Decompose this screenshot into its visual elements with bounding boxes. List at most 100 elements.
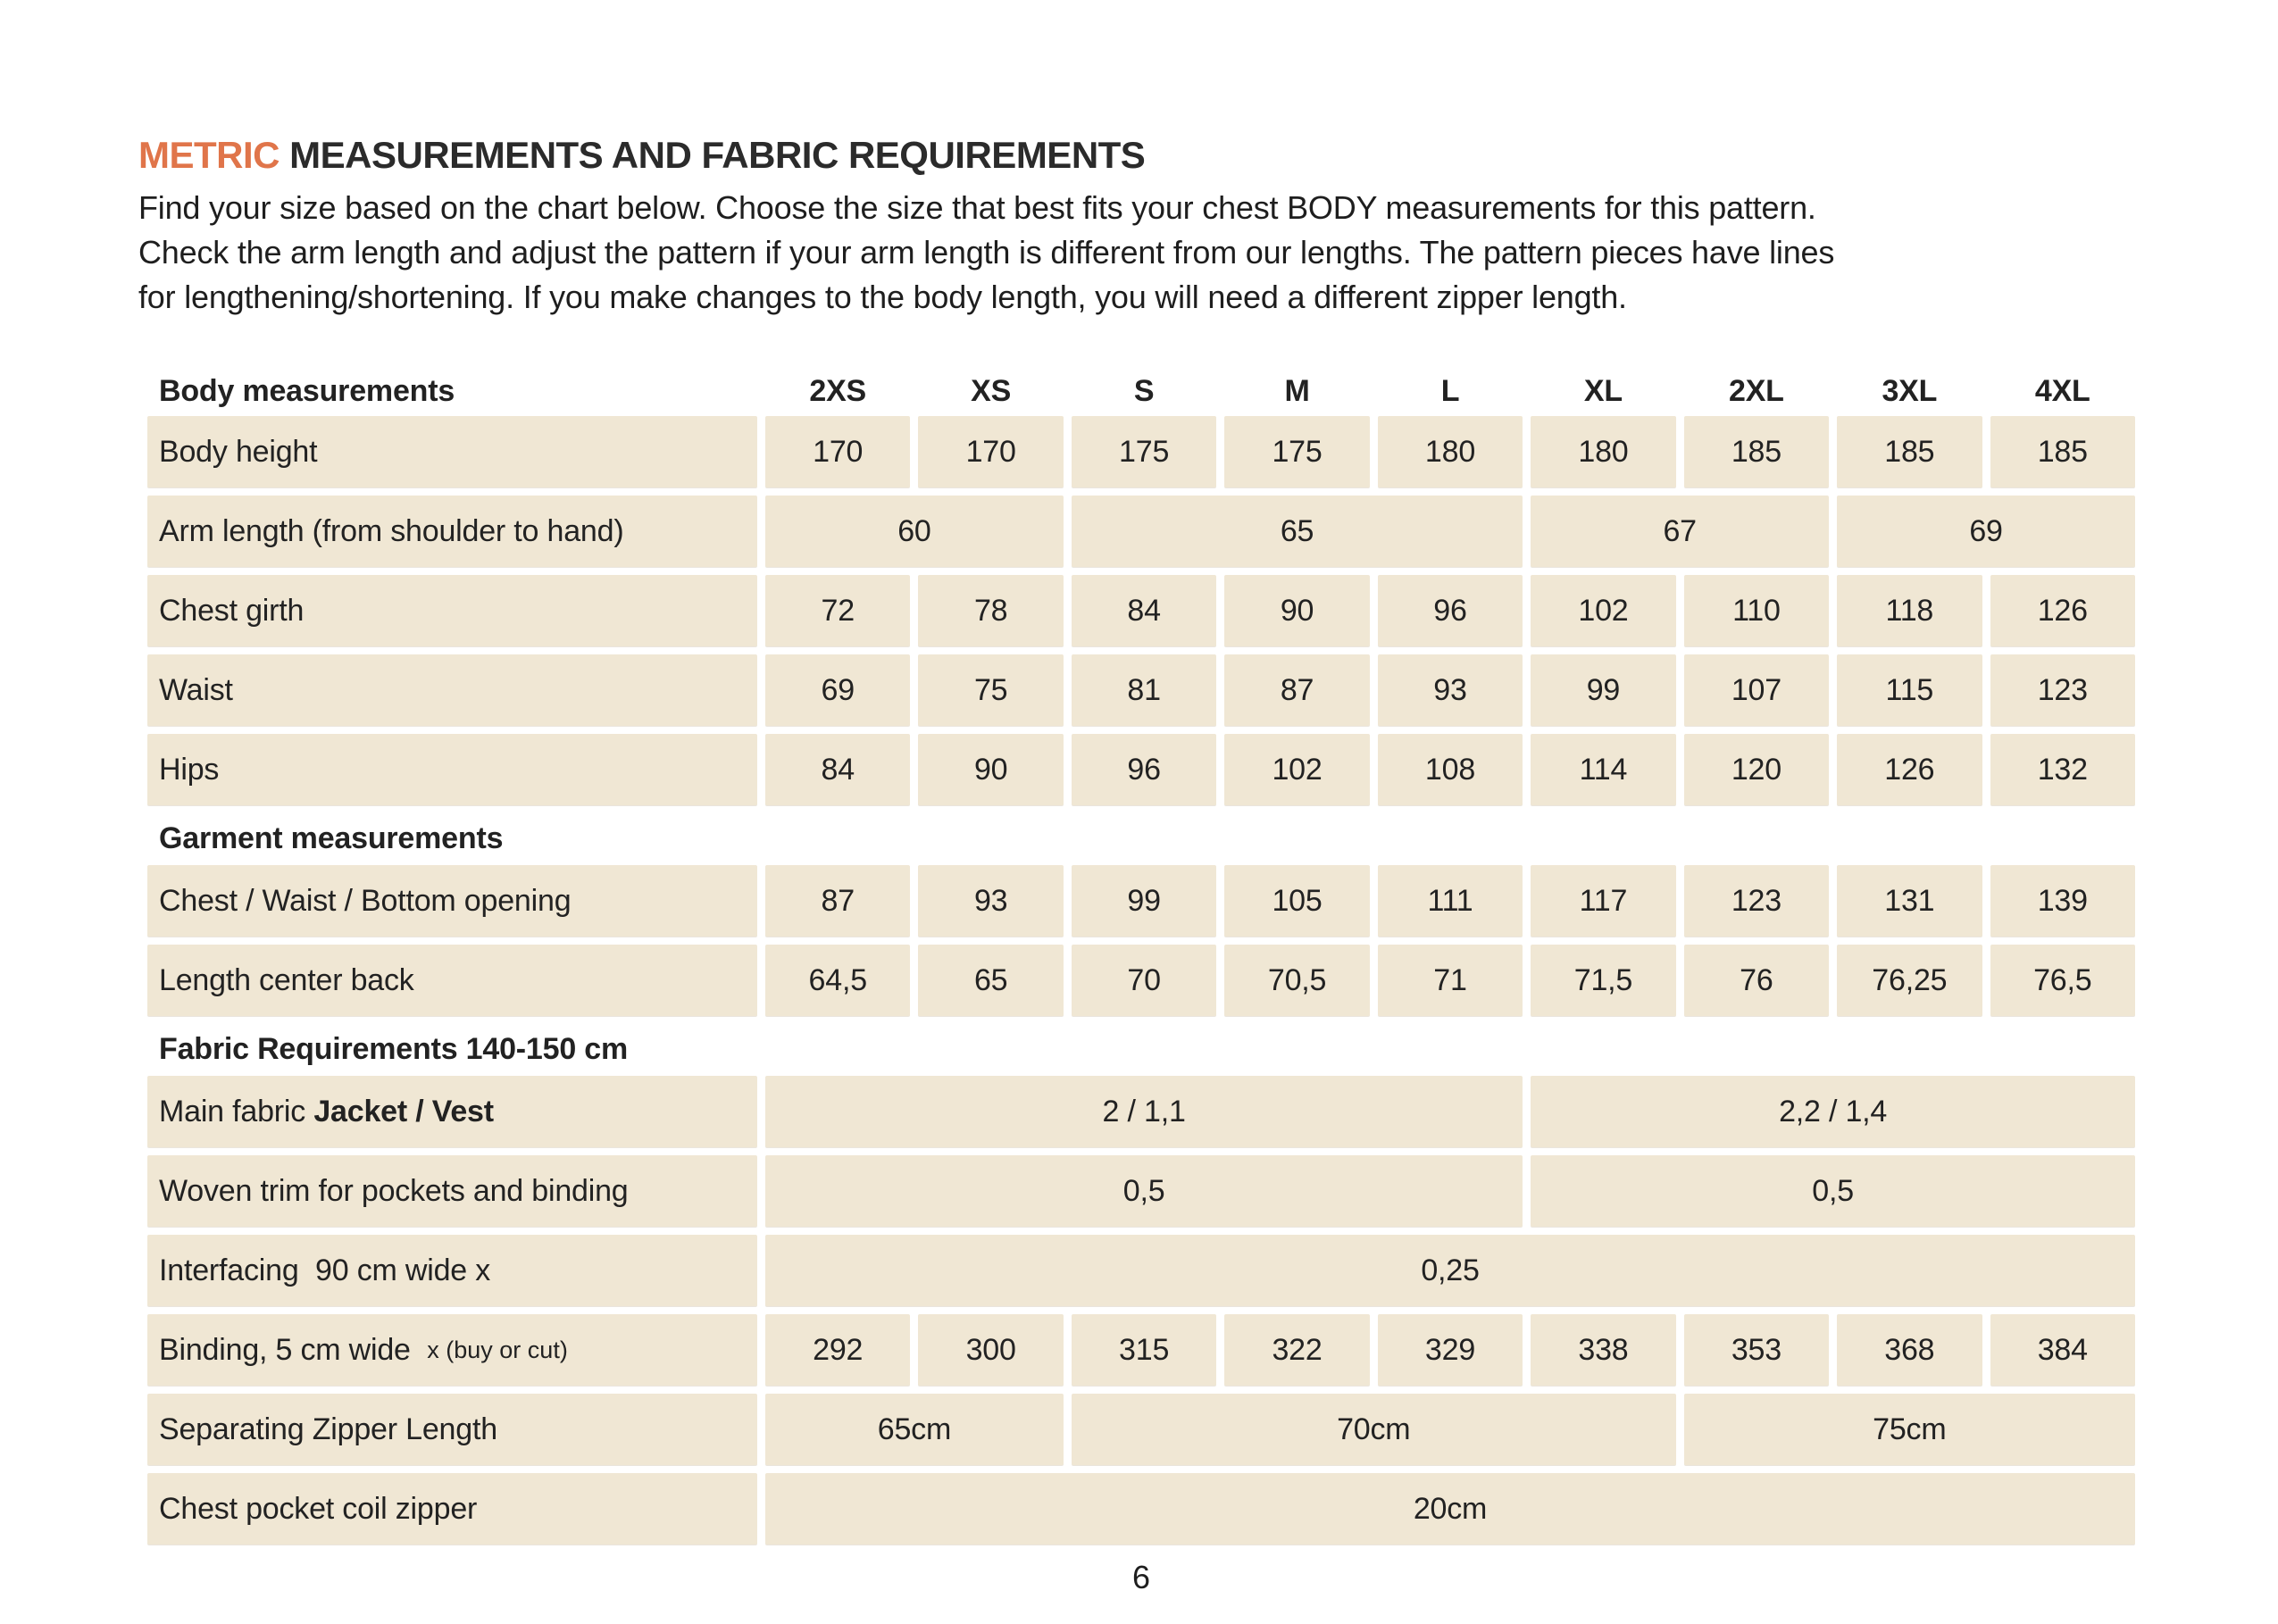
value-cell: 90 — [1224, 575, 1370, 646]
value-cell: 20cm — [765, 1473, 2135, 1545]
value-cell: 0,5 — [765, 1155, 1523, 1227]
section-header: Garment measurements — [159, 821, 504, 855]
intro-line: for lengthening/shortening. If you make … — [138, 279, 1627, 315]
value-cell: 72 — [765, 575, 911, 646]
page-title: METRIC MEASUREMENTS AND FABRIC REQUIREME… — [138, 134, 2278, 177]
value-cell: 65 — [918, 945, 1064, 1016]
row-label: Binding, 5 cm wide x (buy or cut) — [147, 1314, 757, 1386]
value-cell: 123 — [1683, 865, 1830, 937]
value-cell: 75 — [918, 654, 1064, 726]
value-cell: 76 — [1683, 945, 1830, 1016]
value-cell: 105 — [1224, 865, 1370, 937]
value-cell: 67 — [1531, 496, 1830, 567]
value-cell: 71 — [1377, 945, 1523, 1016]
intro-line: Check the arm length and adjust the patt… — [138, 234, 1835, 271]
intro-paragraph: Find your size based on the chart below.… — [138, 186, 2278, 320]
size-column-header: M — [1284, 374, 1310, 408]
value-cell: 65 — [1071, 496, 1523, 567]
row-label: Chest / Waist / Bottom opening — [147, 865, 757, 937]
value-cell: 110 — [1683, 575, 1830, 646]
value-cell: 87 — [1224, 654, 1370, 726]
size-table-body: Body height 170 170 175 175 180 180 185 185 185 Ar… — [147, 416, 2135, 1545]
value-cell: 2,2 / 1,4 — [1531, 1076, 2135, 1147]
size-column-header: L — [1440, 374, 1460, 408]
title-rest: MEASUREMENTS AND FABRIC REQUIREMENTS — [280, 134, 1146, 176]
table-row: Body height 170 170 175 175 180 180 185 185 185 — [147, 416, 2135, 487]
row-label: Chest pocket coil zipper — [147, 1473, 757, 1545]
value-cell: 78 — [918, 575, 1064, 646]
table-row: Woven trim for pockets and binding 0,5 0,5 — [147, 1155, 2135, 1227]
value-cell: 108 — [1377, 734, 1523, 805]
row-label: Chest girth — [147, 575, 757, 646]
size-column-header: S — [1133, 374, 1155, 408]
value-cell: 111 — [1377, 865, 1523, 937]
value-cell: 69 — [765, 654, 911, 726]
size-column-header: XL — [1583, 374, 1623, 408]
value-cell: 384 — [1990, 1314, 2135, 1386]
value-cell: 65cm — [765, 1394, 1064, 1465]
table-row: Chest / Waist / Bottom opening 87 93 99 105 1… — [147, 865, 2135, 937]
table-row: Length center back 64,5 65 70 70,5 71 71,5 76 76… — [147, 945, 2135, 1016]
value-cell: 0,25 — [765, 1235, 2135, 1306]
value-cell: 185 — [1837, 416, 1982, 487]
value-cell: 353 — [1683, 1314, 1830, 1386]
value-cell: 315 — [1071, 1314, 1217, 1386]
value-cell: 64,5 — [765, 945, 911, 1016]
table-row: Separating Zipper Length 65cm 70cm 75cm — [147, 1394, 2135, 1465]
value-cell: 185 — [1990, 416, 2135, 487]
size-table: Body measurements 2XS XS S M L XL 2XL 3XL 4XL Bo… — [147, 343, 2135, 1545]
value-cell: 93 — [1377, 654, 1523, 726]
value-cell: 115 — [1837, 654, 1982, 726]
value-cell: 120 — [1683, 734, 1830, 805]
value-cell: 102 — [1224, 734, 1370, 805]
value-cell: 175 — [1071, 416, 1217, 487]
table-row: Interfacing 90 cm wide x 0,25 — [147, 1235, 2135, 1306]
table-row: Waist 69 75 81 87 93 99 107 115 123 — [147, 654, 2135, 726]
row-label: Length center back — [147, 945, 757, 1016]
value-cell: 292 — [765, 1314, 911, 1386]
value-cell: 131 — [1837, 865, 1982, 937]
value-cell: 0,5 — [1531, 1155, 2135, 1227]
value-cell: 139 — [1990, 865, 2135, 937]
row-label: Arm length (from shoulder to hand) — [147, 496, 757, 567]
title-highlight: METRIC — [138, 134, 280, 176]
value-cell: 300 — [918, 1314, 1064, 1386]
size-column-header: 2XS — [809, 374, 867, 408]
value-cell: 185 — [1683, 416, 1830, 487]
size-column-header: XS — [971, 374, 1012, 408]
value-cell: 96 — [1377, 575, 1523, 646]
value-cell: 60 — [765, 496, 1064, 567]
intro-line: Find your size based on the chart below.… — [138, 189, 1816, 226]
value-cell: 76,25 — [1837, 945, 1982, 1016]
value-cell: 180 — [1531, 416, 1676, 487]
value-cell: 175 — [1224, 416, 1370, 487]
size-column-header: 3XL — [1882, 374, 1938, 408]
value-cell: 368 — [1837, 1314, 1982, 1386]
value-cell: 117 — [1531, 865, 1676, 937]
table-row: Arm length (from shoulder to hand) 60 65 67… — [147, 496, 2135, 567]
value-cell: 71,5 — [1531, 945, 1676, 1016]
table-row: Chest pocket coil zipper 20cm — [147, 1473, 2135, 1545]
value-cell: 69 — [1837, 496, 2135, 567]
value-cell: 114 — [1531, 734, 1676, 805]
table-row: Hips 84 90 96 102 108 114 120 126 132 — [147, 734, 2135, 805]
table-row: Main fabric Jacket / Vest 2 / 1,1 2,2 / 1,… — [147, 1076, 2135, 1147]
value-cell: 99 — [1071, 865, 1217, 937]
value-cell: 90 — [918, 734, 1064, 805]
value-cell: 118 — [1837, 575, 1982, 646]
value-cell: 87 — [765, 865, 911, 937]
value-cell: 322 — [1224, 1314, 1370, 1386]
row-label: Interfacing 90 cm wide x — [147, 1235, 757, 1306]
value-cell: 81 — [1071, 654, 1217, 726]
value-cell: 93 — [918, 865, 1064, 937]
table-row: Binding, 5 cm wide x (buy or cut) 292 300 3… — [147, 1314, 2135, 1386]
table-header-row: Body measurements 2XS XS S M L XL 2XL 3XL 4XL — [147, 343, 2135, 414]
page-number: 6 — [1131, 1559, 1151, 1595]
value-cell: 180 — [1377, 416, 1523, 487]
value-cell: 70 — [1071, 945, 1217, 1016]
value-cell: 2 / 1,1 — [765, 1076, 1523, 1147]
row-label: Separating Zipper Length — [147, 1394, 757, 1465]
value-cell: 338 — [1531, 1314, 1676, 1386]
row-label: Woven trim for pockets and binding — [147, 1155, 757, 1227]
